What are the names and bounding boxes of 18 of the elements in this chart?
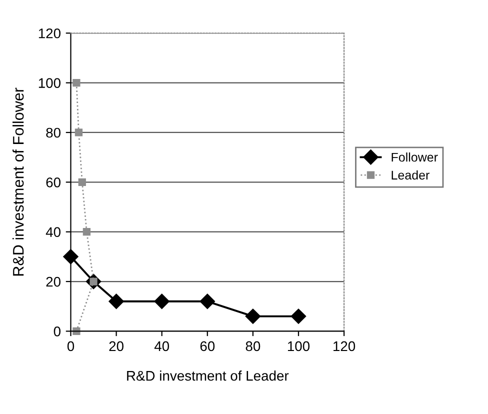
x-tick-label: 20 <box>109 341 124 352</box>
x-tick-label: 80 <box>246 341 260 352</box>
x-tick-label: 60 <box>200 341 215 352</box>
y-tick-label: 0 <box>54 326 60 336</box>
y-tick-label: 60 <box>46 177 60 188</box>
y-tick-label: 20 <box>46 276 60 287</box>
x-tick-label: 120 <box>334 341 356 352</box>
x-axis-title: R&D investment of Leader <box>127 370 289 381</box>
y-tick-label: 100 <box>38 78 60 88</box>
y-tick-label: 80 <box>46 128 60 138</box>
x-tick-label: 40 <box>154 341 170 352</box>
x-tick-label: 100 <box>288 341 310 352</box>
y-tick-label: 120 <box>38 28 60 38</box>
x-tick-label: 0 <box>67 341 74 352</box>
y-axis-title: R&D investment of Follower <box>12 88 24 276</box>
legend-label: Follower <box>392 152 438 162</box>
legend-label: Leader <box>392 170 430 180</box>
y-tick-label: 40 <box>46 227 60 238</box>
